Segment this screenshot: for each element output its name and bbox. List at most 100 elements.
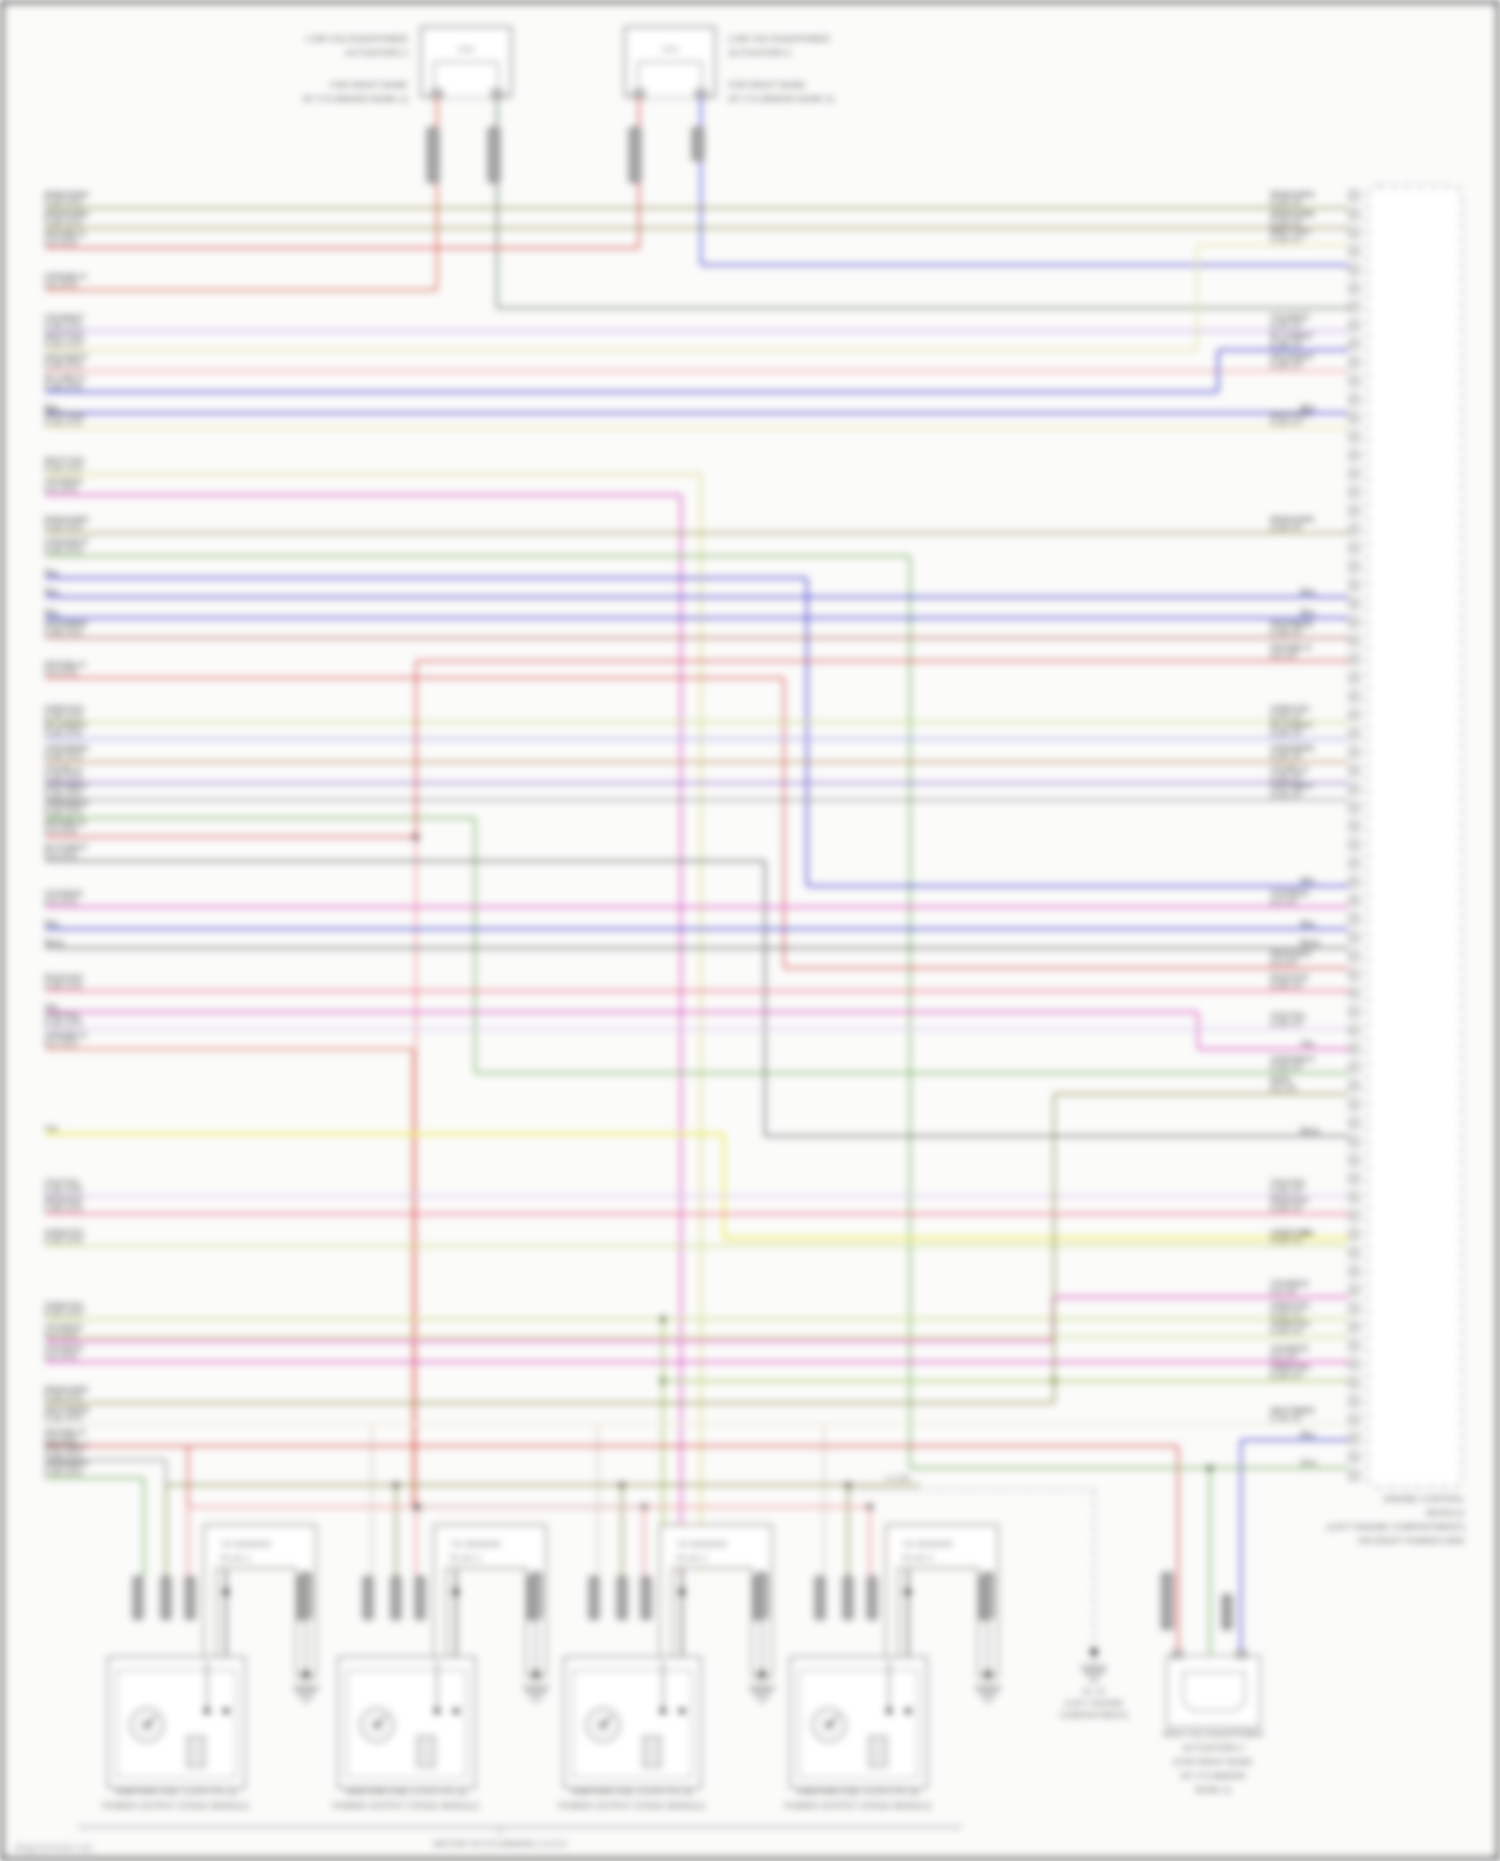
svg-text:Blu: Blu [1300, 587, 1316, 598]
svg-text:ORN/BRN: ORN/BRN [44, 744, 88, 755]
svg-text:ACTUATORS 2: ACTUATORS 2 [728, 48, 791, 58]
svg-text:T/2 SENSOR: T/2 SENSOR [450, 1539, 501, 1549]
svg-text:PLUG 4: PLUG 4 [902, 1553, 933, 1563]
svg-text:Grn: Grn [1300, 1458, 1317, 1469]
svg-text:0.35 XT: 0.35 XT [1270, 773, 1303, 784]
svg-text:0.35 XT: 0.35 XT [1270, 1204, 1303, 1215]
svg-text:RED/VIO: RED/VIO [44, 973, 83, 984]
svg-text:VIO/YEL: VIO/YEL [1270, 1178, 1308, 1189]
svg-text:0.5 XT: 0.5 XT [1270, 958, 1298, 969]
svg-text:GRN/YEL: GRN/YEL [44, 704, 86, 715]
svg-text:0.35 XT2: 0.35 XT2 [44, 464, 83, 475]
svg-text:RED/BLK: RED/BLK [44, 660, 86, 671]
svg-text:0.35 XT2: 0.35 XT2 [44, 321, 83, 332]
svg-text:0.35 XT2: 0.35 XT2 [44, 790, 83, 801]
svg-text:0.5 XT2: 0.5 XT2 [44, 1436, 77, 1447]
svg-text:(FOR RIGHT BANK: (FOR RIGHT BANK [1173, 1757, 1253, 1767]
svg-text:0.35 XT: 0.35 XT [1270, 1236, 1303, 1247]
svg-text:GRN/YEL: GRN/YEL [44, 1301, 86, 1312]
svg-text:RED/BLK: RED/BLK [44, 230, 86, 241]
svg-text:T/2 SENSOR: T/2 SENSOR [220, 1539, 271, 1549]
svg-text:Blck: Blck [1300, 938, 1321, 949]
svg-text:0.5 XT: 0.5 XT [1270, 1084, 1298, 1095]
svg-text:0.35 XT: 0.35 XT [1270, 1063, 1303, 1074]
svg-text:GRN/YEL: GRN/YEL [1270, 1301, 1312, 1312]
svg-text:LOW VOLTAGE/POWER: LOW VOLTAGE/POWER [728, 34, 831, 44]
svg-text:RED/VIO: RED/VIO [1270, 973, 1309, 984]
svg-text:WHT/BRN: WHT/BRN [1270, 1406, 1315, 1417]
svg-text:VIO/RED: VIO/RED [44, 889, 83, 900]
svg-text:Blu: Blu [1300, 876, 1316, 887]
svg-text:0.35 XT2: 0.35 XT2 [44, 628, 83, 639]
svg-text:0.5 XT2: 0.5 XT2 [44, 485, 77, 496]
svg-text:GRN/YEL: GRN/YEL [1270, 1228, 1312, 1239]
svg-text:0.35 XT2: 0.35 XT2 [44, 546, 83, 557]
svg-text:0.35 XT: 0.35 XT [1270, 981, 1303, 992]
svg-text:ORN/BRN: ORN/BRN [1270, 744, 1314, 755]
svg-text:0.35 XT: 0.35 XT [1270, 418, 1303, 429]
svg-text:VIO/RED: VIO/RED [44, 1344, 83, 1355]
svg-text:0.35 XT2: 0.35 XT2 [44, 981, 83, 992]
svg-text:GRN/YEL: GRN/YEL [1270, 704, 1312, 715]
svg-text:0.5 XT2: 0.5 XT2 [44, 1352, 77, 1363]
svg-text:0.5 XT2: 0.5 XT2 [44, 668, 77, 679]
svg-text:0.35 XT2: 0.35 XT2 [44, 198, 83, 209]
svg-text:ORN/BLK: ORN/BLK [44, 1031, 87, 1042]
svg-text:0.35 XT: 0.35 XT [1270, 361, 1303, 372]
svg-text:0.5 XT: 0.5 XT [1270, 651, 1298, 662]
svg-text:0.35 XT: 0.35 XT [1270, 340, 1303, 351]
svg-text:0.35 XT: 0.35 XT [1270, 752, 1303, 763]
svg-text:IGNITION COIL 2 (T/2 CYL.2): IGNITION COIL 2 (T/2 CYL.2) [346, 1787, 467, 1797]
svg-text:FOR RIGHT BANK: FOR RIGHT BANK [728, 80, 806, 90]
svg-text:RED/VIO: RED/VIO [1270, 1196, 1309, 1207]
svg-text:0.35 XT: 0.35 XT [1270, 1186, 1303, 1197]
svg-text:ENGINE CONTROL: ENGINE CONTROL [1383, 1494, 1465, 1504]
svg-text:0.5 XT2: 0.5 XT2 [44, 1331, 77, 1342]
svg-text:VIO/RED: VIO/RED [44, 477, 83, 488]
svg-text:0.5 XT2: 0.5 XT2 [44, 851, 77, 862]
svg-text:BRN/ORN: BRN/ORN [44, 1385, 88, 1396]
svg-text:0.35 XT: 0.35 XT [1270, 790, 1303, 801]
svg-text:0.35 XT: 0.35 XT [1270, 198, 1303, 209]
svg-text:VIO/BLU: VIO/BLU [44, 765, 83, 776]
svg-text:Blu: Blu [44, 919, 60, 930]
svg-text:GRN/WHT: GRN/WHT [1270, 1055, 1316, 1066]
svg-text:0.5 XT: 0.5 XT [1270, 1287, 1298, 1298]
svg-text:0.35 XT2: 0.35 XT2 [44, 1450, 83, 1461]
svg-text:GRN: GRN [662, 45, 679, 54]
svg-text:VIO/RED: VIO/RED [44, 1323, 83, 1334]
svg-text:BLU/BLK: BLU/BLK [44, 374, 86, 385]
svg-text:(LEFT ENGINE: (LEFT ENGINE [1064, 1698, 1123, 1708]
svg-text:RED/WHT: RED/WHT [44, 353, 89, 364]
svg-text:GRN/YEL: GRN/YEL [1270, 1363, 1312, 1374]
svg-text:MOTOR V6 CYLINDERS 1-2-3-4: MOTOR V6 CYLINDERS 1-2-3-4 [434, 1839, 567, 1849]
svg-text:BRN/ORN: BRN/ORN [1270, 515, 1314, 526]
svg-text:IGNITION COIL 1 (T/2 CYL.1): IGNITION COIL 1 (T/2 CYL.1) [116, 1787, 237, 1797]
svg-text:BLK/WHT: BLK/WHT [44, 843, 88, 854]
svg-text:PLUG 2: PLUG 2 [450, 1553, 481, 1563]
svg-text:RED/BRN: RED/BRN [44, 620, 87, 631]
svg-text:ACTUATORS 2: ACTUATORS 2 [1182, 1743, 1244, 1753]
svg-text:GRN/YEL: GRN/YEL [44, 1228, 86, 1239]
svg-text:MODULE: MODULE [1426, 1508, 1465, 1518]
svg-text:PLUG 1: PLUG 1 [220, 1553, 251, 1563]
svg-text:0.35 XT2: 0.35 XT2 [44, 1414, 83, 1425]
svg-text:0.35 XT2: 0.35 XT2 [44, 1393, 83, 1404]
svg-text:WHT/YEL: WHT/YEL [44, 456, 87, 467]
svg-text:Blu: Blu [1300, 1430, 1316, 1441]
svg-text:0.35 XT2: 0.35 XT2 [44, 361, 83, 372]
svg-text:VIO/YEL: VIO/YEL [44, 1178, 82, 1189]
svg-text:POWER OUTPUT STAGE MODULE: POWER OUTPUT STAGE MODULE [102, 1801, 250, 1811]
svg-text:0.5 BR: 0.5 BR [886, 1474, 911, 1483]
svg-text:Blu: Blu [1300, 403, 1316, 414]
svg-text:0.5 XT2: 0.5 XT2 [44, 827, 77, 838]
svg-text:Blu: Blu [1300, 608, 1316, 619]
svg-text:GRY/WHT: GRY/WHT [1270, 782, 1315, 793]
svg-text:0.5 XT2: 0.5 XT2 [44, 238, 77, 249]
svg-text:Yel: Yel [1300, 1228, 1314, 1239]
svg-text:LOW VOLTAGE/POWER: LOW VOLTAGE/POWER [306, 34, 409, 44]
svg-text:0.35 XT2: 0.35 XT2 [44, 1019, 83, 1030]
svg-text:T/2 SENSOR: T/2 SENSOR [676, 1539, 727, 1549]
svg-text:0.35 XT2: 0.35 XT2 [44, 712, 83, 723]
svg-text:BRN: BRN [1270, 1076, 1291, 1087]
